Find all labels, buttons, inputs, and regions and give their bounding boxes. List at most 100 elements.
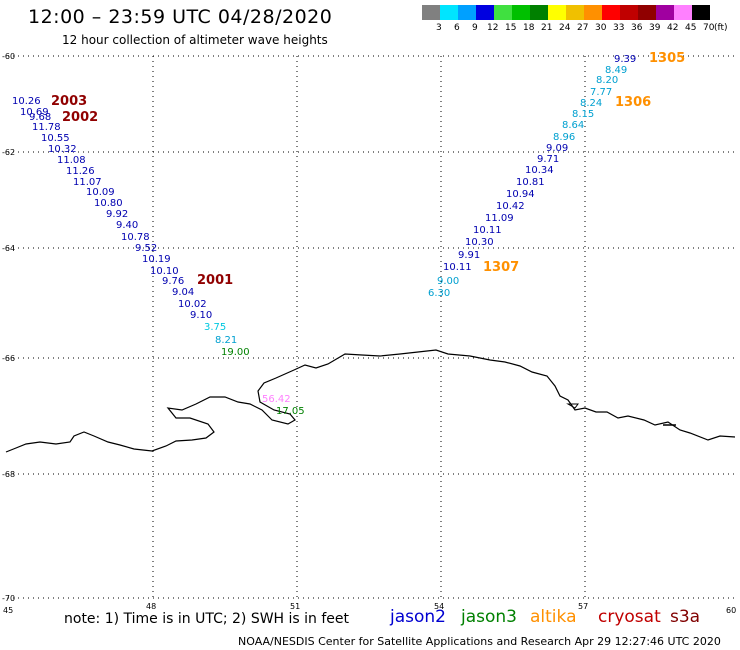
pass-number-label: 1305 bbox=[649, 51, 685, 66]
wave-height-value: 7.77 bbox=[590, 87, 612, 98]
wave-height-value: 9.04 bbox=[172, 287, 194, 298]
wave-height-value: 11.26 bbox=[66, 166, 95, 177]
wave-height-value: 10.10 bbox=[150, 266, 179, 277]
legend-swatch bbox=[620, 5, 638, 20]
legend-swatch bbox=[674, 5, 692, 20]
satellite-name: cryosat bbox=[598, 607, 661, 627]
longitude-label: 60 bbox=[726, 606, 736, 615]
color-legend bbox=[422, 5, 710, 21]
legend-swatch bbox=[476, 5, 494, 20]
wave-height-value: 8.64 bbox=[562, 120, 584, 131]
legend-swatch bbox=[530, 5, 548, 20]
wave-height-value: 8.24 bbox=[580, 98, 602, 109]
wave-height-value: 10.55 bbox=[41, 133, 70, 144]
legend-swatch bbox=[566, 5, 584, 20]
pass-number-label: 1306 bbox=[615, 95, 651, 110]
wave-height-value: 10.94 bbox=[506, 189, 535, 200]
coastline-islet bbox=[566, 403, 579, 409]
legend-swatch bbox=[494, 5, 512, 20]
pass-number-label: 2003 bbox=[51, 94, 87, 109]
longitude-label: 45 bbox=[3, 606, 13, 615]
legend-swatch bbox=[422, 5, 440, 20]
legend-label: 9 bbox=[472, 23, 478, 33]
page-title: 12:00 – 23:59 UTC 04/28/2020 bbox=[28, 6, 333, 28]
satellite-name: jason3 bbox=[461, 607, 517, 627]
footer-credit: NOAA/NESDIS Center for Satellite Applica… bbox=[238, 635, 721, 648]
pass-number-label: 2001 bbox=[197, 273, 233, 288]
wave-height-value: 9.71 bbox=[537, 154, 559, 165]
longitude-label: 57 bbox=[578, 602, 588, 611]
wave-height-value: 9.76 bbox=[162, 276, 184, 287]
legend-label: 36 bbox=[631, 23, 643, 33]
page-subtitle: 12 hour collection of altimeter wave hei… bbox=[62, 33, 328, 47]
latitude-label: -60 bbox=[2, 52, 15, 61]
satellite-name: altika bbox=[530, 607, 577, 627]
legend-swatch bbox=[656, 5, 674, 20]
wave-height-value: 17.05 bbox=[276, 406, 305, 417]
legend-label: 70 bbox=[703, 23, 715, 33]
wave-height-value: 10.32 bbox=[48, 144, 77, 155]
legend-label: 3 bbox=[436, 23, 442, 33]
wave-height-value: 6.30 bbox=[428, 288, 450, 299]
legend-label: 12 bbox=[487, 23, 499, 33]
antarctic-coastline bbox=[5, 349, 736, 453]
wave-height-value: 10.11 bbox=[443, 262, 472, 273]
legend-label: 33 bbox=[613, 23, 625, 33]
wave-height-value: 8.15 bbox=[572, 109, 594, 120]
wave-height-value: 8.21 bbox=[215, 335, 237, 346]
wave-height-value: 9.39 bbox=[614, 54, 636, 65]
legend-label: 45 bbox=[685, 23, 697, 33]
wave-height-value: 9.09 bbox=[546, 143, 568, 154]
wave-height-value: 11.08 bbox=[57, 155, 86, 166]
legend-swatch bbox=[548, 5, 566, 20]
legend-label: 21 bbox=[541, 23, 553, 33]
wave-height-value: 10.19 bbox=[142, 254, 171, 265]
color-legend-labels: 3 6 9 12 15 18 21 24 27 30 33 36 39 42 45 70 (ft) bbox=[422, 23, 740, 35]
legend-swatch bbox=[602, 5, 620, 20]
wave-height-value: 10.69 bbox=[20, 107, 49, 118]
longitude-label: 54 bbox=[434, 602, 444, 611]
wave-height-value: 9.00 bbox=[437, 276, 459, 287]
wave-height-value: 10.78 bbox=[121, 232, 150, 243]
wave-height-value: 8.20 bbox=[596, 75, 618, 86]
wave-height-value: 3.75 bbox=[204, 322, 226, 333]
legend-label: 42 bbox=[667, 23, 679, 33]
wave-height-value: 10.81 bbox=[516, 177, 545, 188]
longitude-label: 48 bbox=[146, 602, 156, 611]
wave-height-value: 10.42 bbox=[496, 201, 525, 212]
wave-height-value: 11.78 bbox=[32, 122, 61, 133]
wave-height-value: 10.34 bbox=[525, 165, 554, 176]
legend-swatch bbox=[458, 5, 476, 20]
legend-unit: (ft) bbox=[714, 23, 728, 33]
satellite-name: s3a bbox=[670, 607, 701, 627]
pass-number-label: 1307 bbox=[483, 260, 519, 275]
legend-label: 18 bbox=[523, 23, 535, 33]
legend-swatch bbox=[638, 5, 656, 20]
legend-label: 15 bbox=[505, 23, 517, 33]
legend-label: 30 bbox=[595, 23, 607, 33]
latitude-label: -64 bbox=[2, 244, 15, 253]
lat-lon-grid bbox=[8, 55, 735, 599]
legend-swatch bbox=[440, 5, 458, 20]
footer-note: note: 1) Time is in UTC; 2) SWH is in fe… bbox=[64, 611, 350, 627]
wave-height-value: 10.26 bbox=[12, 96, 41, 107]
latitude-label: -62 bbox=[2, 148, 15, 157]
longitude-label: 51 bbox=[290, 602, 300, 611]
legend-swatch bbox=[692, 5, 710, 20]
latitude-label: -68 bbox=[2, 470, 15, 479]
wave-height-value: 9.68 bbox=[29, 112, 51, 123]
wave-height-value: 9.92 bbox=[106, 209, 128, 220]
wave-height-value: 9.52 bbox=[135, 243, 157, 254]
legend-swatch bbox=[512, 5, 530, 20]
wave-height-value: 8.96 bbox=[553, 132, 575, 143]
axis-labels: 45 48 51 54 57 60 -60 -62 -64 -66 -68 -70 bbox=[2, 52, 736, 615]
pass-number-label: 2002 bbox=[62, 110, 98, 125]
latitude-label: -70 bbox=[2, 594, 15, 603]
wave-height-value: 56.42 bbox=[262, 394, 291, 405]
wave-height-value: 9.91 bbox=[458, 250, 480, 261]
wave-height-value: 11.09 bbox=[485, 213, 514, 224]
wave-height-value: 9.10 bbox=[190, 310, 212, 321]
